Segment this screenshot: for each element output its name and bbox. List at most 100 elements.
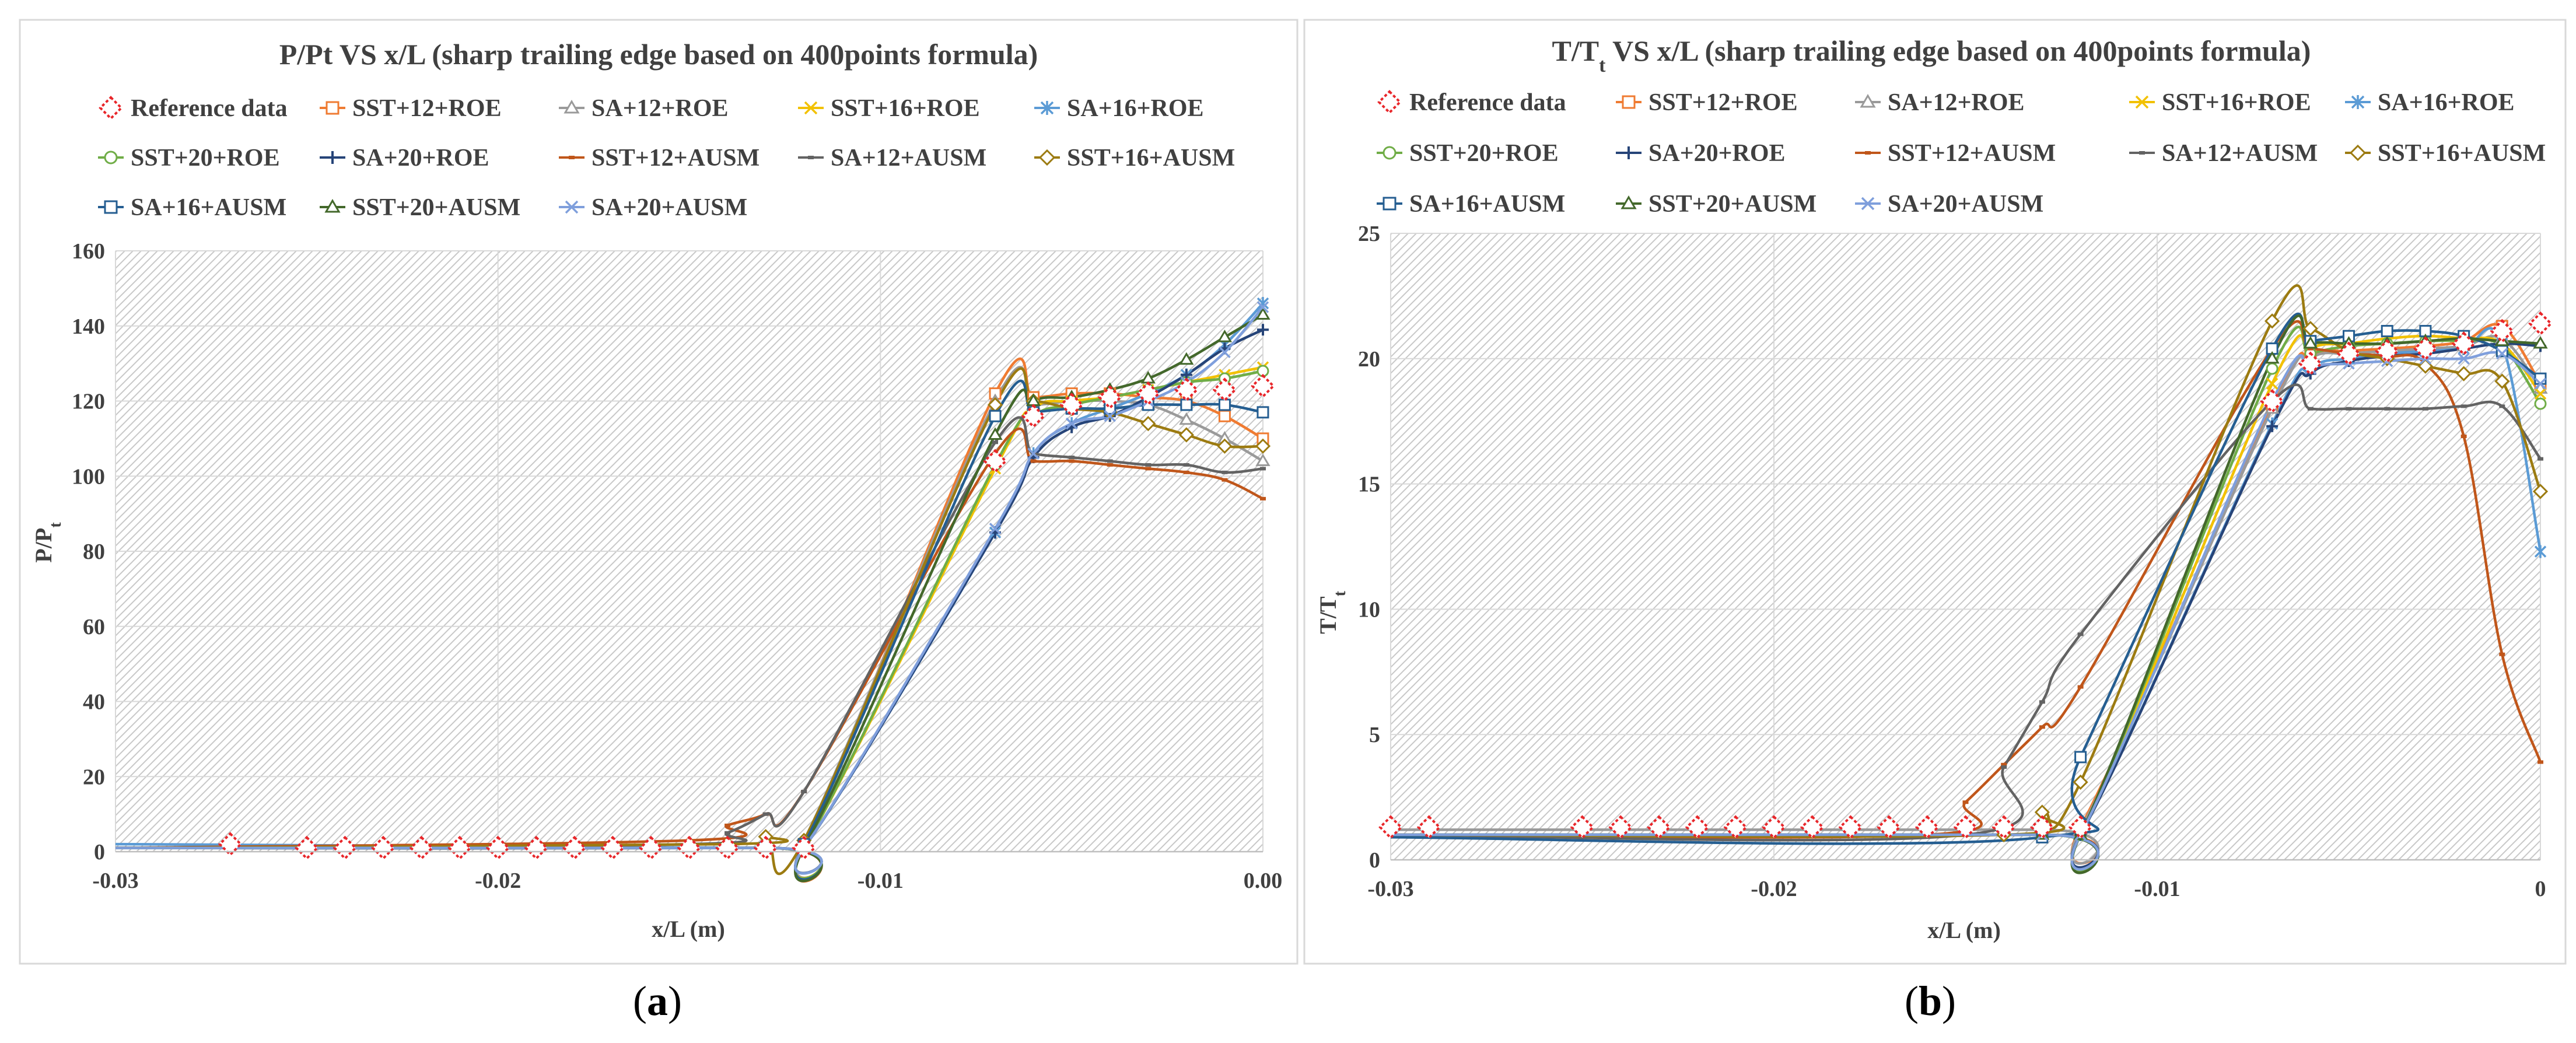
chart-b-legend-item-sa-12-roe: SA+12+ROE: [1855, 89, 2025, 116]
chart-b-ytick-label: 0: [1369, 848, 1380, 873]
chart-b-point-reference: [2528, 311, 2553, 336]
chart-b-point-sa-12-ausm: [2422, 407, 2428, 411]
chart-b-series: [1378, 284, 2553, 874]
chart-b-point-reference: [1570, 815, 1595, 839]
chart-a-legend-item-reference-data: Reference data: [99, 95, 288, 122]
chart-b-point-sst-20-ausm: [2264, 351, 2280, 364]
chart-b-legend-label: SST+12+AUSM: [1888, 140, 2056, 167]
chart-a-xtick-label: 0.00: [1244, 869, 1283, 893]
chart-b-axes: 0 5 10 15 20 25 -0.03 -0.02 -0.01 0: [1358, 222, 2546, 901]
chart-b-legend-item-sst-16-ausm: SST+16+AUSM: [2345, 140, 2546, 167]
chart-b-point-sa-20-ausm: [2458, 352, 2470, 365]
chart-b-legend-label: SA+12+ROE: [1888, 89, 2025, 116]
chart-b-ylabel-main: T/T: [1315, 596, 1341, 634]
chart-b-point-reference: [1685, 815, 1710, 839]
chart-b-legend-item-sst-20-ausm: SST+20+AUSM: [1616, 191, 1817, 218]
chart-b-legend-marker: [2135, 95, 2149, 109]
chart-b-point-sst-20-ausm: [2303, 336, 2318, 349]
chart-a-point-sst-16-ausm: [1140, 416, 1156, 432]
chart-b-legend-label: SA+20+ROE: [1648, 140, 1786, 167]
chart-a-legend-marker: [326, 101, 340, 115]
chart-b-legend-marker: [1865, 151, 1871, 155]
chart-b-point-sa-12-ausm: [2307, 407, 2314, 411]
chart-a-point-reference: [218, 832, 243, 856]
chart-a-point-reference: [371, 835, 396, 860]
chart-a-point-sa-12-ausm: [1107, 459, 1113, 463]
chart-a-legend-item-sst-20-ausm: SST+20+AUSM: [320, 194, 520, 221]
chart-a-legend: Reference data SST+12+ROE SA+12+ROE SST+16+…: [98, 95, 1235, 221]
chart-a-point-sa-20-ausm: [1219, 346, 1231, 359]
chart-b-point-sst-12-ausm: [2460, 434, 2467, 438]
chart-a-legend-label: SA+16+AUSM: [131, 194, 286, 221]
chart-b-series-line-sa-16-ausm: [1390, 312, 2542, 845]
chart-a-legend-marker: [564, 100, 580, 114]
chart-a-legend-marker: [565, 200, 579, 214]
chart-b-point-sst-16-ausm: [2264, 313, 2280, 329]
chart-b-point-sa-16-ausm: [2381, 325, 2393, 338]
chart-a-legend-marker: [804, 101, 818, 115]
chart-a-point-reference: [753, 835, 778, 860]
chart-a-legend-marker: [99, 96, 123, 120]
chart-a-legend-label: SST+12+AUSM: [592, 145, 760, 172]
chart-b-legend-marker: [1382, 146, 1396, 160]
chart-a-ytick-label: 60: [83, 615, 105, 639]
chart-b-point-sst-12-ausm: [2001, 762, 2007, 766]
chart-a-title: P/Pt VS x/L (sharp trailing edge based o…: [279, 38, 1038, 71]
chart-a-legend-item-sa-20-roe: SA+20+ROE: [320, 145, 489, 172]
chart-b-point-sst-16-ausm: [2456, 366, 2472, 382]
chart-a-ytick-label: 20: [83, 765, 105, 789]
chart-b-point-reference: [1762, 815, 1786, 839]
chart-a-point-sa-20-ausm: [989, 523, 1002, 535]
chart-a-point-reference: [1097, 385, 1122, 410]
chart-b-point-reference: [1915, 815, 1940, 839]
chart-a-ytick-label: 0: [94, 840, 105, 864]
chart-b-point-sa-12-ausm: [2001, 765, 2007, 769]
chart-a-point-sst-12-ausm: [1107, 463, 1113, 467]
chart-b-point-sa-16-roe: [2534, 545, 2547, 558]
chart-b-title-main: T/T: [1552, 34, 1600, 67]
chart-b-point-sa-12-ausm: [2077, 632, 2084, 636]
chart-a-legend-item-sa-20-ausm: SA+20+AUSM: [559, 194, 747, 221]
chart-b-legend-label: SST+16+AUSM: [2378, 140, 2546, 167]
chart-b-point-reference: [2375, 339, 2400, 363]
chart-a-legend-item-sst-16-roe: SST+16+ROE: [798, 95, 980, 122]
chart-b-point-reference: [2336, 341, 2361, 366]
chart-a-point-reference: [562, 835, 587, 860]
chart-b-title-rest: VS x/L (sharp trailing edge based on 400…: [1605, 34, 2311, 67]
chart-b-legend-marker: [1860, 94, 1876, 108]
chart-b-legend-item-sa-16-roe: SA+16+ROE: [2345, 89, 2515, 116]
chart-b-point-reference: [2030, 815, 2054, 839]
chart-b-point-sst-20-roe: [2534, 397, 2547, 410]
chart-b-point-reference: [2490, 318, 2515, 344]
chart-a-legend-label: SST+16+ROE: [831, 95, 980, 122]
chart-b-ytick-label: 20: [1358, 347, 1380, 372]
chart-a-point-sst-20-ausm: [1179, 352, 1194, 365]
chart-b-legend-marker: [2139, 151, 2145, 155]
chart-a-point-reference: [792, 835, 817, 860]
chart-a-legend-label: SA+20+ROE: [352, 145, 489, 172]
chart-b-legend-label: SST+20+ROE: [1409, 140, 1559, 167]
chart-a-point-sa-20-ausm: [1104, 410, 1116, 422]
chart-b-point-reference: [2260, 389, 2284, 414]
chart-b-plot-area: [1391, 233, 2540, 860]
chart-a-point-reference: [983, 449, 1007, 474]
chart-a-xtick-label: -0.02: [475, 869, 521, 893]
chart-b-point-reference: [1416, 815, 1441, 839]
chart-a-legend-marker: [808, 156, 814, 159]
chart-b-legend-marker: [1622, 95, 1636, 109]
chart-b-point-sa-20-roe: [2266, 420, 2278, 432]
chart-a-point-sst-20-ausm: [1217, 330, 1233, 342]
chart-b-legend-marker: [1620, 195, 1637, 209]
chart-a-point-reference: [1136, 381, 1161, 406]
chart-b-point-reference: [1838, 815, 1863, 839]
chart-a-point-sst-20-ausm: [988, 427, 1003, 440]
chart-b-legend-marker: [1861, 197, 1875, 211]
chart-b-point-reference: [1877, 815, 1901, 839]
chart-b-legend-item-sa-20-ausm: SA+20+AUSM: [1855, 191, 2043, 218]
chart-b-title: T/Tt VS x/L (sharp trailing edge based o…: [1552, 34, 2311, 76]
chart-b-legend-marker: [2351, 95, 2365, 109]
chart-a-point-sa-12-ausm: [762, 812, 769, 816]
chart-a-legend-label: SA+20+AUSM: [592, 194, 747, 221]
chart-b-point-sst-20-ausm: [2533, 336, 2548, 349]
chart-b-point-sst-16-roe: [2266, 377, 2278, 390]
